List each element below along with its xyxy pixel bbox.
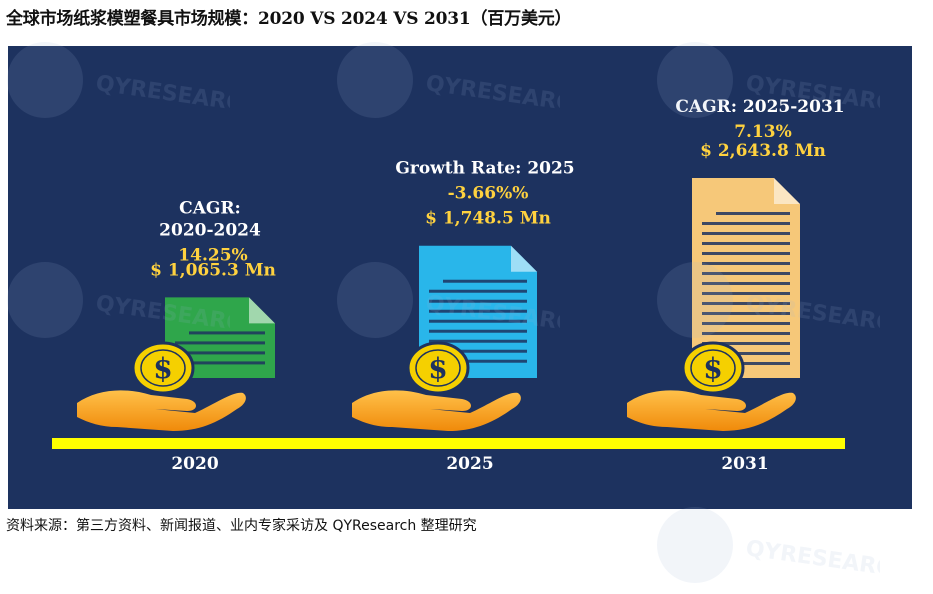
value-label-2025: $ 1,748.5 Mn xyxy=(425,209,551,229)
document-line-2031 xyxy=(702,262,790,265)
document-line-2031 xyxy=(702,282,790,285)
annotation-value-2020: 14.25% xyxy=(178,245,247,265)
dollar-coin-ring xyxy=(140,349,186,387)
document-line-2031 xyxy=(702,332,790,335)
document-line-2031 xyxy=(702,292,790,295)
hand-icon xyxy=(627,390,796,431)
dollar-sign-icon: $ xyxy=(703,352,722,385)
document-line-2020 xyxy=(189,331,265,335)
document-line-2031 xyxy=(702,232,790,235)
dollar-coin-ring xyxy=(690,349,736,387)
document-line-2031 xyxy=(702,252,790,255)
document-bar-2020 xyxy=(165,297,275,378)
document-line-2025 xyxy=(429,309,527,313)
dollar-sign-icon: $ xyxy=(428,352,447,385)
value-label-2020: $ 1,065.3 Mn xyxy=(150,260,276,280)
document-line-2020 xyxy=(175,351,265,355)
document-line-2025 xyxy=(443,279,527,283)
document-line-2020 xyxy=(175,361,265,365)
document-line-2031 xyxy=(702,302,790,305)
dollar-sign-icon: $ xyxy=(153,352,172,385)
document-bar-2031 xyxy=(692,178,800,378)
annotation-label-2031: CAGR: 2025-2031 xyxy=(675,97,844,117)
document-line-2020 xyxy=(175,341,265,345)
document-line-2031 xyxy=(702,342,790,345)
value-label-2031: $ 2,643.8 Mn xyxy=(700,141,826,161)
source-note: 资料来源：第三方资料、新闻报道、业内专家采访及 QYResearch 整理研究 xyxy=(6,518,477,534)
category-label-2020: 2020 xyxy=(171,454,218,474)
annotation-value-2025: -3.66%% xyxy=(448,184,529,204)
document-line-2031 xyxy=(702,362,790,365)
document-line-2025 xyxy=(429,299,527,303)
document-line-2031 xyxy=(702,272,790,275)
chart-svg: $ $ 1,065.3 Mn CAGR:2020-2024 14.25% 2020 $ $ … xyxy=(52,97,845,474)
document-fold-2031 xyxy=(774,178,800,204)
document-fold-2025 xyxy=(511,245,537,272)
category-label-2031: 2031 xyxy=(721,454,768,474)
annotation-label-2020: CAGR: xyxy=(179,198,241,218)
document-line-2025 xyxy=(429,349,527,353)
svg-text:QYRESEARCH: QYRESEARCH xyxy=(744,536,880,584)
chart-title: 全球市场纸浆模塑餐具市场规模：2020 VS 2024 VS 2031（百万美元… xyxy=(6,9,572,29)
document-line-2025 xyxy=(429,319,527,323)
hand-icon xyxy=(77,390,246,431)
document-line-2031 xyxy=(702,322,790,325)
document-line-2031 xyxy=(702,352,790,355)
document-line-2025 xyxy=(429,359,527,363)
dollar-coin-ring xyxy=(415,349,461,387)
document-line-2031 xyxy=(702,312,790,315)
baseline-bar xyxy=(52,438,845,449)
annotation-value-2031: 7.13% xyxy=(734,122,792,142)
document-fold-2020 xyxy=(249,297,275,324)
document-line-2025 xyxy=(429,289,527,293)
document-line-2025 xyxy=(429,329,527,333)
document-line-2031 xyxy=(702,242,790,245)
annotation-label-2025: Growth Rate: 2025 xyxy=(395,159,574,179)
hand-icon xyxy=(352,390,521,431)
document-line-2025 xyxy=(429,339,527,343)
annotation-label-2020: 2020-2024 xyxy=(159,220,261,240)
document-line-2031 xyxy=(702,222,790,225)
category-label-2025: 2025 xyxy=(446,454,493,474)
document-line-2031 xyxy=(716,212,790,215)
